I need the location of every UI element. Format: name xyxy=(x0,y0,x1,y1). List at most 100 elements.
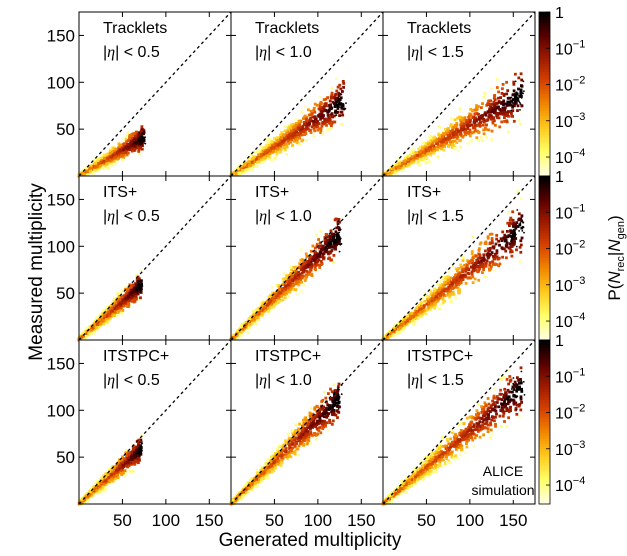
density-cell xyxy=(136,279,139,282)
panel-method-label: Tracklets xyxy=(255,20,319,37)
density-cell xyxy=(241,327,245,331)
density-cell xyxy=(122,301,126,305)
density-cell xyxy=(271,297,274,300)
density-cell xyxy=(520,84,524,88)
density-cell xyxy=(339,237,342,240)
density-cell xyxy=(275,146,279,150)
density-cell xyxy=(108,155,112,159)
density-cell xyxy=(139,269,142,272)
density-cell xyxy=(130,140,133,144)
density-cell xyxy=(112,314,116,317)
density-cell xyxy=(420,147,424,151)
density-cell xyxy=(274,143,277,146)
density-cell xyxy=(276,143,280,147)
density-cell xyxy=(120,143,124,147)
density-cell xyxy=(315,256,319,260)
density-cell xyxy=(490,129,494,133)
density-cell xyxy=(511,105,514,107)
density-cell xyxy=(398,162,401,166)
density-cell xyxy=(141,140,145,144)
density-cell xyxy=(307,273,311,276)
y-tick-label: 150 xyxy=(47,26,75,45)
density-cell xyxy=(117,146,120,150)
density-cell xyxy=(449,300,453,303)
density-cell xyxy=(335,89,339,93)
density-cell xyxy=(466,271,470,275)
density-cell xyxy=(498,125,502,129)
density-cell xyxy=(303,105,307,108)
density-cell xyxy=(302,117,305,120)
density-cell xyxy=(272,137,276,141)
density-cell xyxy=(139,289,142,291)
density-cell xyxy=(516,104,520,108)
density-cell xyxy=(107,158,110,162)
density-cell xyxy=(288,125,292,129)
density-cell xyxy=(482,117,486,121)
density-cell xyxy=(140,125,144,129)
density-cell xyxy=(283,125,287,129)
density-cell xyxy=(520,97,523,99)
density-cell xyxy=(101,309,105,312)
density-cell xyxy=(325,124,328,127)
density-cell xyxy=(138,131,141,134)
density-cell xyxy=(234,172,238,176)
density-cell xyxy=(276,136,279,139)
density-cell xyxy=(140,133,143,137)
density-cell xyxy=(134,136,138,140)
density-cell xyxy=(89,170,92,174)
density-cell xyxy=(294,273,298,277)
density-cell xyxy=(477,249,481,252)
density-cell xyxy=(143,138,146,140)
density-cell xyxy=(121,298,125,302)
density-cell xyxy=(326,96,329,99)
panel-6: ITS+|η| < 1.5 xyxy=(381,175,536,342)
density-cell xyxy=(140,143,143,145)
density-cell xyxy=(484,128,488,131)
density-cell xyxy=(487,111,490,114)
density-cell xyxy=(320,124,324,128)
density-cell xyxy=(138,283,141,286)
density-cell xyxy=(317,238,320,241)
density-cell xyxy=(344,107,347,110)
density-cell xyxy=(280,131,284,134)
density-cell xyxy=(459,131,462,135)
density-cell xyxy=(260,158,264,162)
density-cell xyxy=(459,145,462,149)
density-cell xyxy=(140,128,143,131)
density-cell xyxy=(507,110,510,113)
density-cell xyxy=(120,147,124,150)
density-cell xyxy=(512,119,516,123)
density-cell xyxy=(482,253,486,257)
density-cell xyxy=(126,146,129,150)
density-cell xyxy=(140,138,143,140)
density-cell xyxy=(116,157,119,160)
density-cell xyxy=(118,154,121,158)
density-cell xyxy=(268,300,272,303)
density-cell xyxy=(506,96,510,100)
density-cell xyxy=(279,150,283,154)
density-cell xyxy=(93,162,97,165)
density-cell xyxy=(318,95,322,99)
density-cell xyxy=(481,139,484,142)
density-cell xyxy=(433,287,437,291)
density-cell xyxy=(515,248,518,252)
density-cell xyxy=(319,115,323,118)
density-cell xyxy=(136,135,140,139)
density-cell xyxy=(330,124,333,128)
density-cell xyxy=(108,152,112,156)
density-cell xyxy=(502,108,506,111)
density-cell xyxy=(250,168,254,172)
density-cell xyxy=(91,171,95,174)
density-cell xyxy=(324,97,328,101)
density-cell xyxy=(338,106,341,108)
y-tick-label: 50 xyxy=(56,284,75,303)
density-cell xyxy=(411,151,415,155)
density-cell xyxy=(435,142,438,145)
density-cell xyxy=(505,120,509,124)
density-cell xyxy=(418,163,421,167)
density-cell xyxy=(493,94,496,98)
density-cell xyxy=(450,117,453,121)
density-cell xyxy=(289,137,293,140)
density-cell xyxy=(439,147,443,150)
density-cell xyxy=(468,124,472,127)
